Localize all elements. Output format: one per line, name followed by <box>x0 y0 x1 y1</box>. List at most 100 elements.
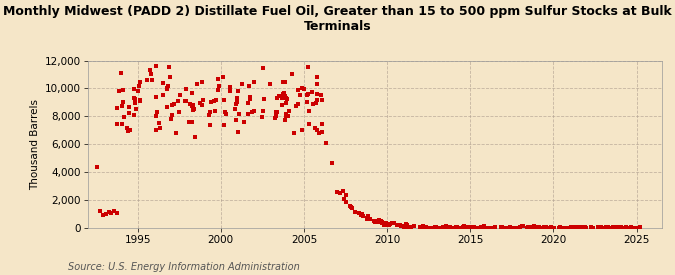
Point <box>103 210 114 214</box>
Point <box>362 216 373 220</box>
Point <box>446 226 456 230</box>
Point <box>374 218 385 223</box>
Point <box>529 226 539 230</box>
Point <box>596 225 607 229</box>
Point <box>375 219 386 223</box>
Point <box>547 226 558 230</box>
Point <box>117 104 128 108</box>
Point <box>185 101 196 106</box>
Point <box>487 226 498 230</box>
Point <box>377 220 387 224</box>
Point <box>151 114 161 119</box>
Point <box>225 89 236 93</box>
Point <box>174 93 185 97</box>
Point <box>205 109 216 114</box>
Point <box>414 226 425 230</box>
Point <box>503 226 514 230</box>
Point <box>315 93 326 97</box>
Point <box>562 226 572 230</box>
Point <box>271 113 281 118</box>
Point <box>265 81 276 86</box>
Point <box>562 225 573 230</box>
Point <box>279 94 290 98</box>
Point <box>414 224 425 229</box>
Point <box>294 92 305 97</box>
Point <box>135 98 146 103</box>
Point <box>485 226 495 230</box>
Point <box>570 226 581 230</box>
Point <box>339 196 350 201</box>
Point <box>225 85 236 89</box>
Point <box>129 96 140 101</box>
Point <box>515 225 526 229</box>
Point <box>475 226 485 230</box>
Point <box>187 103 198 108</box>
Point <box>317 98 327 102</box>
Point <box>335 191 346 196</box>
Point <box>529 226 540 230</box>
Point <box>625 224 636 229</box>
Point <box>433 226 444 230</box>
Point <box>124 110 135 115</box>
Point <box>512 226 523 230</box>
Point <box>298 87 309 92</box>
Point <box>297 86 308 90</box>
Point <box>574 226 585 230</box>
Point <box>171 131 182 135</box>
Point <box>236 82 247 86</box>
Point <box>628 226 639 230</box>
Point <box>438 225 449 230</box>
Point <box>574 225 585 229</box>
Point <box>626 226 637 230</box>
Point <box>525 226 536 230</box>
Point <box>197 103 208 107</box>
Point <box>383 222 394 227</box>
Point <box>173 110 184 115</box>
Point <box>566 225 576 229</box>
Text: Source: U.S. Energy Information Administration: Source: U.S. Energy Information Administ… <box>68 262 299 272</box>
Point <box>124 105 135 109</box>
Point <box>528 226 539 230</box>
Point <box>217 75 228 79</box>
Point <box>362 214 373 219</box>
Point <box>232 96 242 100</box>
Point <box>142 78 153 82</box>
Point <box>304 109 315 114</box>
Point <box>615 225 626 229</box>
Point <box>338 188 348 193</box>
Point <box>535 226 545 230</box>
Point <box>258 109 269 113</box>
Point <box>257 66 268 70</box>
Point <box>534 225 545 230</box>
Point <box>242 112 253 116</box>
Point <box>416 226 427 230</box>
Point <box>292 87 303 92</box>
Point <box>248 80 259 85</box>
Point <box>122 125 133 130</box>
Point <box>166 103 177 107</box>
Point <box>350 210 360 214</box>
Point <box>321 141 331 145</box>
Point <box>559 226 570 230</box>
Point <box>440 224 451 228</box>
Point <box>106 211 117 215</box>
Point <box>396 224 406 228</box>
Point <box>522 226 533 230</box>
Point <box>98 213 109 217</box>
Point <box>458 226 469 230</box>
Point <box>303 122 314 127</box>
Point <box>302 65 313 69</box>
Point <box>530 226 541 230</box>
Point <box>439 226 450 230</box>
Point <box>134 98 145 103</box>
Point <box>356 213 367 217</box>
Point <box>382 222 393 226</box>
Point <box>146 72 157 76</box>
Point <box>431 225 441 229</box>
Point <box>595 226 606 230</box>
Point <box>475 226 485 230</box>
Point <box>580 226 591 230</box>
Point <box>210 109 221 113</box>
Point <box>512 226 522 230</box>
Point <box>541 225 551 230</box>
